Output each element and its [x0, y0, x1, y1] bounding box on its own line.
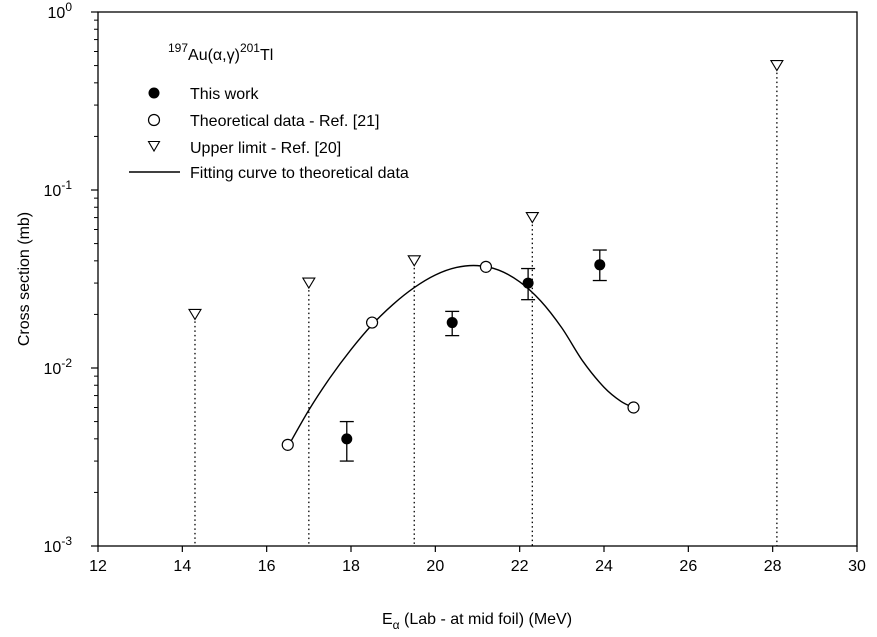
upper-limit-point — [407, 255, 422, 267]
legend-label-theoretical: Theoretical data - Ref. [21] — [190, 113, 379, 130]
x-axis: 12 14 16 18 20 22 24 26 28 30 — [89, 546, 866, 575]
x-tick-label: 12 — [89, 558, 107, 575]
this-work-point — [594, 259, 606, 271]
legend: 197Au(α,γ)201Tl This work Theoretical da… — [129, 41, 409, 182]
x-tick-label: 16 — [258, 558, 276, 575]
this-work-point — [522, 277, 534, 289]
legend-label-this-work: This work — [190, 86, 259, 103]
legend-marker-this-work — [148, 87, 160, 99]
y-tick-label: 10-1 — [44, 178, 73, 200]
upper-limit-point — [525, 212, 540, 224]
y-axis-title: Cross section (mb) — [16, 212, 33, 346]
x-tick-label: 18 — [342, 558, 360, 575]
theoretical-point — [365, 316, 379, 329]
upper-limit-point — [301, 277, 316, 290]
x-tick-label: 28 — [764, 558, 782, 575]
x-tick-label: 14 — [173, 558, 191, 575]
x-tick-label: 20 — [426, 558, 444, 575]
legend-label-fit: Fitting curve to theoretical data — [190, 165, 409, 182]
x-tick-label: 24 — [595, 558, 613, 575]
this-work-point — [446, 317, 458, 329]
fit-curve-layer — [287, 264, 634, 448]
y-tick-label: 100 — [48, 0, 73, 22]
plot-frame — [97, 11, 858, 547]
y-axis: 100 10-1 10-2 10-3 — [44, 0, 98, 556]
data-marks — [188, 60, 784, 462]
y-tick-label: 10-2 — [44, 356, 73, 378]
x-tick-label: 22 — [511, 558, 529, 575]
plot-area — [97, 11, 858, 547]
upper-limit-point — [188, 308, 202, 321]
this-work-point — [341, 433, 353, 445]
x-tick-label: 30 — [848, 558, 866, 575]
x-tick-label: 26 — [679, 558, 697, 575]
upper-limit-droplines — [194, 72, 778, 546]
theoretical-point — [627, 401, 640, 414]
fit-curve-line — [287, 264, 634, 448]
theoretical-point — [281, 438, 294, 451]
legend-label-upper-limit: Upper limit - Ref. [20] — [190, 140, 341, 157]
upper-limit-point — [769, 60, 784, 72]
reaction-label: 197Au(α,γ)201Tl — [168, 41, 273, 64]
legend-marker-upper-limit — [147, 140, 161, 153]
theoretical-point — [479, 260, 493, 273]
x-axis-title: Eα (Lab - at mid foil) (MeV) — [382, 611, 572, 632]
legend-marker-theoretical — [147, 113, 161, 127]
y-tick-label: 10-3 — [44, 534, 73, 556]
